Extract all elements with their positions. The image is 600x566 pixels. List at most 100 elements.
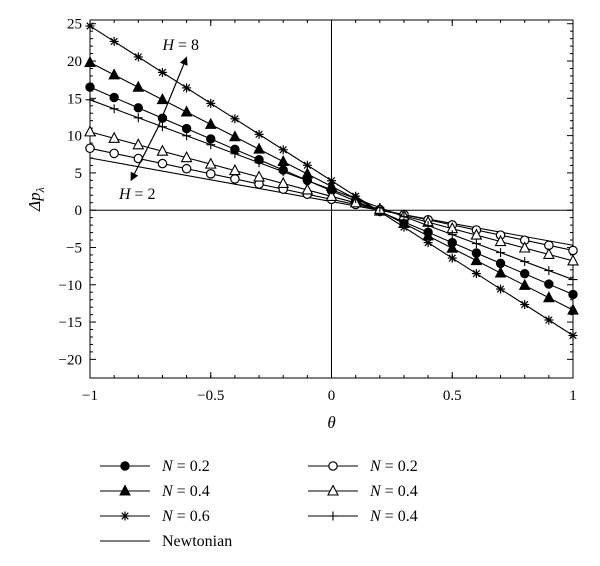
y-tick-label: 15 — [67, 91, 82, 107]
marker-filled-triangle — [446, 241, 459, 253]
marker-open-circle — [109, 148, 119, 159]
legend-item: Newtonian — [100, 533, 232, 550]
marker-star — [109, 36, 119, 46]
marker-star — [544, 315, 554, 325]
marker-star — [278, 145, 288, 155]
annotation-1: H = 8 — [161, 37, 199, 54]
series-2 — [84, 55, 579, 315]
marker-filled-circle — [85, 82, 95, 92]
legend-label: N = 0.4 — [369, 483, 418, 500]
marker-open-circle — [85, 143, 95, 154]
marker-plus — [109, 104, 119, 114]
marker-star — [447, 253, 457, 263]
marker-filled-triangle — [156, 93, 169, 105]
marker-plus — [157, 122, 167, 132]
marker-plus — [520, 257, 530, 267]
marker-plus — [351, 194, 361, 204]
x-tick-label: 0.5 — [443, 388, 462, 404]
marker-filled-circle — [495, 258, 506, 269]
marker-filled-circle — [133, 103, 144, 113]
marker-star — [423, 238, 433, 248]
marker-open-circle — [181, 163, 192, 174]
marker-filled-triangle — [518, 278, 531, 290]
legend-item: N = 0.4 — [100, 483, 210, 500]
marker-star — [206, 98, 216, 108]
marker-plus — [230, 149, 240, 159]
marker-open-triangle — [253, 170, 265, 182]
marker-plus — [254, 158, 264, 168]
arrow-down — [130, 127, 159, 182]
marker-filled-circle — [568, 289, 578, 300]
marker-open-triangle — [327, 484, 339, 496]
legend-item: N = 0.6 — [100, 508, 210, 525]
marker-open-triangle — [180, 150, 193, 163]
marker-star — [230, 114, 240, 124]
x-axis-label: θ — [327, 413, 335, 432]
marker-star — [85, 21, 95, 31]
legend-item: N = 0.2 — [308, 458, 418, 475]
marker-plus — [206, 140, 216, 150]
marker-filled-circle — [520, 269, 530, 279]
marker-open-circle — [205, 169, 216, 179]
marker-filled-circle — [109, 92, 119, 103]
y-tick-label: −5 — [66, 240, 82, 256]
marker-plus — [302, 176, 312, 186]
marker-star — [182, 83, 192, 93]
series-3 — [85, 21, 578, 340]
marker-plus — [133, 113, 143, 123]
annotations: H = 8 H = 2 — [118, 37, 199, 203]
y-tick-label: 0 — [75, 203, 83, 219]
marker-plus — [182, 131, 192, 141]
marker-plus — [375, 203, 385, 213]
marker-filled-triangle — [567, 303, 579, 315]
marker-plus — [447, 230, 457, 240]
arrow-up — [157, 56, 188, 129]
y-tick-label: 20 — [67, 54, 82, 70]
marker-star — [133, 52, 143, 62]
marker-star — [327, 176, 336, 186]
x-tick-label: 0 — [328, 388, 336, 404]
y-tick-label: 5 — [75, 166, 83, 182]
marker-star — [399, 222, 409, 232]
marker-plus — [328, 511, 338, 521]
marker-filled-triangle — [132, 80, 145, 92]
legend-item: N = 0.4 — [308, 508, 418, 525]
marker-filled-triangle — [84, 55, 96, 68]
y-tick-label: −20 — [59, 352, 82, 368]
x-tick-label: 1 — [569, 388, 577, 404]
marker-star — [568, 330, 578, 340]
marker-filled-circle — [544, 279, 554, 289]
marker-star — [496, 284, 506, 294]
marker-filled-triangle — [543, 291, 555, 303]
marker-filled-triangle — [119, 484, 131, 496]
marker-star — [302, 160, 312, 170]
marker-plus — [544, 266, 554, 276]
marker-filled-triangle — [180, 105, 193, 117]
marker-plus — [327, 185, 336, 195]
marker-filled-circle — [120, 461, 130, 471]
marker-open-triangle — [518, 241, 531, 253]
legend-label: N = 0.4 — [161, 483, 210, 500]
marker-open-triangle — [204, 157, 217, 169]
legend-item: N = 0.2 — [100, 458, 210, 475]
marker-open-triangle — [228, 163, 241, 176]
marker-open-triangle — [567, 254, 579, 266]
marker-open-triangle — [325, 189, 338, 201]
legend-label: N = 0.2 — [369, 458, 418, 475]
y-tick-label: 25 — [67, 17, 82, 33]
legend-label: Newtonian — [162, 533, 232, 550]
marker-star — [157, 67, 167, 77]
x-tick-label: −0.5 — [197, 388, 224, 404]
marker-filled-triangle — [253, 142, 265, 154]
marker-plus — [278, 167, 288, 177]
y-axis-label: Δpλ — [25, 187, 47, 212]
marker-filled-triangle — [108, 68, 120, 80]
y-tick-label: 10 — [67, 129, 82, 145]
marker-open-circle — [230, 174, 240, 184]
legend-item: N = 0.4 — [308, 483, 418, 500]
marker-open-triangle — [84, 125, 96, 137]
marker-open-triangle — [301, 183, 314, 195]
marker-filled-triangle — [470, 254, 483, 266]
y-tick-label: −10 — [59, 278, 82, 294]
marker-open-triangle — [156, 144, 169, 156]
